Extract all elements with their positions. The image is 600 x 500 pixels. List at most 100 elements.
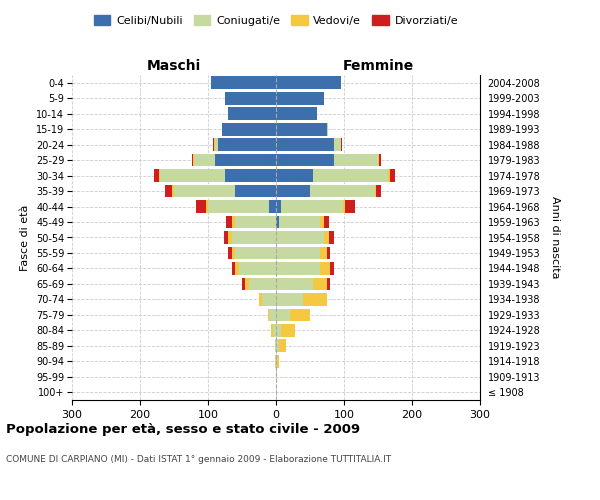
Bar bbox=[276, 262, 320, 275]
Bar bbox=[313, 169, 388, 182]
Bar bbox=[229, 246, 232, 260]
Bar bbox=[276, 154, 334, 166]
Bar bbox=[159, 169, 160, 182]
Text: Maschi: Maschi bbox=[147, 60, 201, 74]
Bar bbox=[206, 200, 208, 213]
Bar bbox=[327, 246, 331, 260]
Bar bbox=[277, 355, 280, 368]
Bar bbox=[313, 278, 327, 290]
Bar bbox=[276, 324, 281, 336]
Bar bbox=[276, 231, 323, 244]
Bar bbox=[388, 169, 389, 182]
Bar bbox=[276, 123, 327, 136]
Bar bbox=[235, 216, 276, 228]
Bar bbox=[218, 138, 276, 151]
Text: COMUNE DI CARPIANO (MI) - Dati ISTAT 1° gennaio 2009 - Elaborazione TUTTITALIA.I: COMUNE DI CARPIANO (MI) - Dati ISTAT 1° … bbox=[6, 455, 391, 464]
Bar bbox=[379, 154, 381, 166]
Bar bbox=[320, 262, 331, 275]
Bar bbox=[214, 138, 215, 151]
Bar bbox=[232, 262, 235, 275]
Bar bbox=[280, 340, 286, 352]
Bar bbox=[323, 216, 329, 228]
Bar bbox=[232, 216, 235, 228]
Bar bbox=[174, 184, 235, 198]
Bar bbox=[389, 169, 395, 182]
Bar bbox=[275, 355, 276, 368]
Bar bbox=[329, 231, 334, 244]
Bar bbox=[235, 262, 239, 275]
Bar bbox=[276, 108, 317, 120]
Bar bbox=[245, 278, 249, 290]
Bar bbox=[259, 293, 262, 306]
Bar bbox=[320, 216, 323, 228]
Bar bbox=[276, 76, 341, 89]
Text: Femmine: Femmine bbox=[343, 60, 413, 74]
Bar bbox=[276, 169, 313, 182]
Bar bbox=[272, 324, 276, 336]
Bar bbox=[232, 231, 276, 244]
Bar bbox=[269, 200, 276, 213]
Y-axis label: Anni di nascita: Anni di nascita bbox=[550, 196, 560, 279]
Bar bbox=[262, 293, 276, 306]
Bar bbox=[211, 76, 276, 89]
Bar bbox=[276, 293, 303, 306]
Bar bbox=[290, 308, 310, 321]
Bar bbox=[239, 262, 276, 275]
Legend: Celibi/Nubili, Coniugati/e, Vedovi/e, Divorziati/e: Celibi/Nubili, Coniugati/e, Vedovi/e, Di… bbox=[89, 10, 463, 30]
Bar bbox=[275, 340, 276, 352]
Bar bbox=[334, 138, 341, 151]
Bar bbox=[271, 324, 272, 336]
Bar bbox=[327, 123, 328, 136]
Bar bbox=[276, 355, 277, 368]
Text: Popolazione per età, sesso e stato civile - 2009: Popolazione per età, sesso e stato civil… bbox=[6, 422, 360, 436]
Bar bbox=[280, 216, 320, 228]
Bar bbox=[341, 138, 342, 151]
Bar bbox=[320, 246, 327, 260]
Bar bbox=[154, 169, 159, 182]
Bar bbox=[276, 184, 310, 198]
Bar bbox=[194, 154, 215, 166]
Bar bbox=[269, 308, 276, 321]
Bar bbox=[224, 231, 229, 244]
Bar bbox=[232, 246, 235, 260]
Bar bbox=[334, 154, 378, 166]
Bar bbox=[226, 216, 232, 228]
Bar bbox=[310, 184, 374, 198]
Bar bbox=[281, 324, 295, 336]
Bar bbox=[229, 108, 276, 120]
Bar bbox=[268, 308, 269, 321]
Bar bbox=[215, 154, 276, 166]
Bar bbox=[276, 200, 281, 213]
Bar bbox=[331, 262, 334, 275]
Bar bbox=[229, 231, 232, 244]
Bar bbox=[160, 169, 225, 182]
Bar bbox=[196, 200, 206, 213]
Bar bbox=[225, 169, 276, 182]
Bar bbox=[215, 138, 218, 151]
Bar bbox=[276, 278, 313, 290]
Bar bbox=[225, 92, 276, 104]
Bar bbox=[249, 278, 276, 290]
Bar bbox=[172, 184, 174, 198]
Bar bbox=[276, 246, 320, 260]
Bar bbox=[303, 293, 327, 306]
Bar bbox=[276, 92, 323, 104]
Bar bbox=[235, 246, 276, 260]
Bar bbox=[235, 184, 276, 198]
Bar bbox=[276, 308, 290, 321]
Bar bbox=[378, 154, 379, 166]
Bar bbox=[208, 200, 269, 213]
Bar bbox=[374, 184, 376, 198]
Bar bbox=[281, 200, 343, 213]
Bar bbox=[276, 138, 334, 151]
Bar bbox=[376, 184, 382, 198]
Bar bbox=[276, 216, 280, 228]
Bar bbox=[344, 200, 355, 213]
Bar bbox=[343, 200, 344, 213]
Bar bbox=[165, 184, 172, 198]
Bar bbox=[221, 123, 276, 136]
Bar bbox=[193, 154, 194, 166]
Bar bbox=[276, 340, 280, 352]
Bar bbox=[323, 231, 329, 244]
Bar bbox=[191, 154, 193, 166]
